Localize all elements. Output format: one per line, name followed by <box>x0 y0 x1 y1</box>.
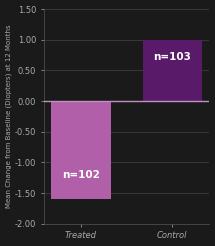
Text: n=103: n=103 <box>153 52 191 62</box>
Text: n=102: n=102 <box>62 170 100 180</box>
Bar <box>143 40 202 101</box>
Y-axis label: Mean Change from Baseline (Diopters) at 12 Months: Mean Change from Baseline (Diopters) at … <box>6 25 12 208</box>
Bar <box>51 101 111 199</box>
